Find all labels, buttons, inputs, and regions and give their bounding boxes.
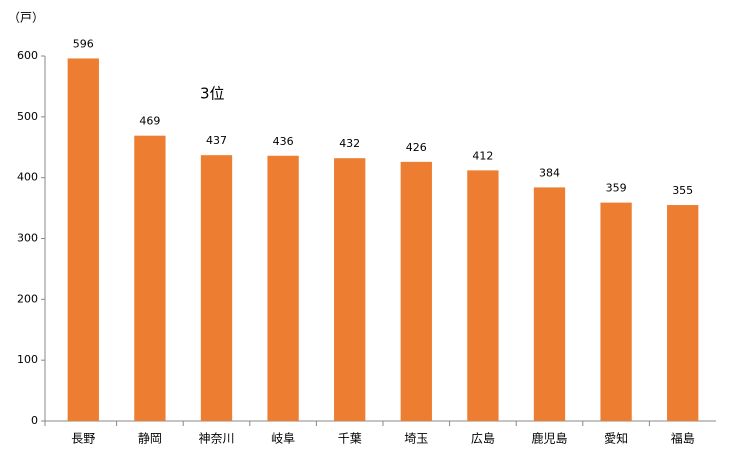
bar bbox=[667, 205, 699, 421]
bar bbox=[400, 161, 432, 421]
annotation: 3位 bbox=[200, 85, 225, 103]
bar bbox=[467, 170, 499, 421]
x-tick-label: 神奈川 bbox=[198, 432, 234, 446]
bar bbox=[600, 202, 632, 421]
x-tick-label: 愛知 bbox=[604, 432, 628, 446]
x-tick-label: 静岡 bbox=[138, 432, 162, 446]
x-tick-label: 千葉 bbox=[338, 432, 362, 446]
y-tick-label: 200 bbox=[17, 292, 38, 305]
data-label: 359 bbox=[606, 182, 627, 195]
bar bbox=[533, 187, 566, 421]
y-tick-label: 100 bbox=[17, 353, 38, 366]
data-label: 426 bbox=[406, 141, 427, 154]
x-tick-label: 広島 bbox=[471, 431, 495, 446]
bar bbox=[267, 155, 299, 421]
x-tick-label: 福島 bbox=[671, 431, 695, 446]
data-label: 596 bbox=[73, 37, 94, 50]
y-tick-label: 300 bbox=[17, 232, 38, 245]
bar bbox=[200, 155, 233, 422]
y-tick-label: 0 bbox=[31, 414, 38, 427]
y-unit: （戸） bbox=[8, 11, 44, 25]
y-tick-label: 400 bbox=[17, 171, 38, 184]
bar bbox=[134, 135, 166, 422]
data-label: 437 bbox=[206, 134, 227, 147]
y-tick-label: 600 bbox=[17, 49, 38, 62]
data-label: 436 bbox=[273, 135, 294, 148]
data-label: 384 bbox=[539, 166, 560, 179]
data-label: 432 bbox=[339, 137, 360, 150]
bar bbox=[67, 58, 99, 421]
x-tick-label: 岐阜 bbox=[271, 432, 295, 446]
bar bbox=[334, 158, 366, 421]
x-tick-label: 鹿児島 bbox=[531, 431, 567, 446]
y-tick-label: 500 bbox=[17, 110, 38, 123]
data-label: 355 bbox=[672, 184, 693, 197]
x-tick-label: 長野 bbox=[71, 432, 95, 446]
data-label: 469 bbox=[139, 115, 160, 128]
x-tick-label: 埼玉 bbox=[404, 432, 428, 446]
data-label: 412 bbox=[472, 149, 493, 162]
